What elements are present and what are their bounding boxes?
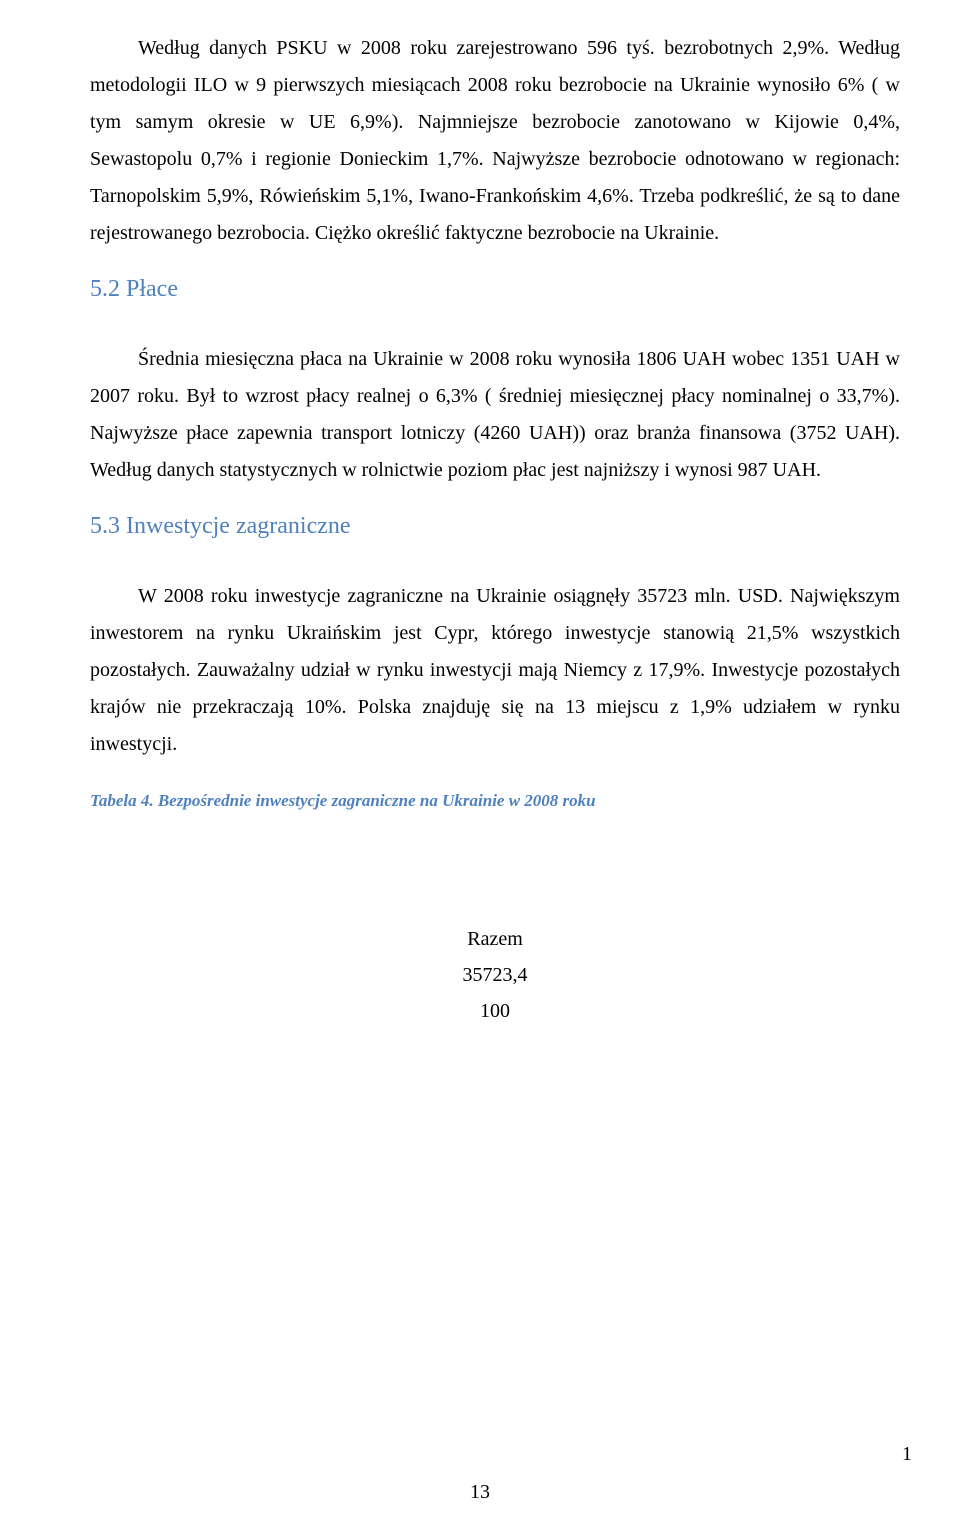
paragraph-investment: W 2008 roku inwestycje zagraniczne na Uk… (90, 578, 900, 763)
heading-5-2-place: 5.2 Płace (90, 276, 900, 303)
paragraph-unemployment: Według danych PSKU w 2008 roku zarejestr… (90, 30, 900, 252)
paragraph-wages: Średnia miesięczna płaca na Ukrainie w 2… (90, 341, 900, 489)
table-4-summary: Razem 35723,4 100 (90, 921, 900, 1029)
table-row-percent: 100 (90, 993, 900, 1029)
table-row-label: Razem (90, 921, 900, 957)
heading-5-3-foreign-investment: 5.3 Inwestycje zagraniczne (90, 513, 900, 540)
page-number-corner: 1 (902, 1443, 912, 1466)
document-page: Według danych PSKU w 2008 roku zarejestr… (0, 0, 960, 1526)
page-number-footer: 13 (0, 1481, 960, 1504)
table-4-caption: Tabela 4. Bezpośrednie inwestycje zagran… (90, 791, 900, 811)
table-row-total-value: 35723,4 (90, 957, 900, 993)
